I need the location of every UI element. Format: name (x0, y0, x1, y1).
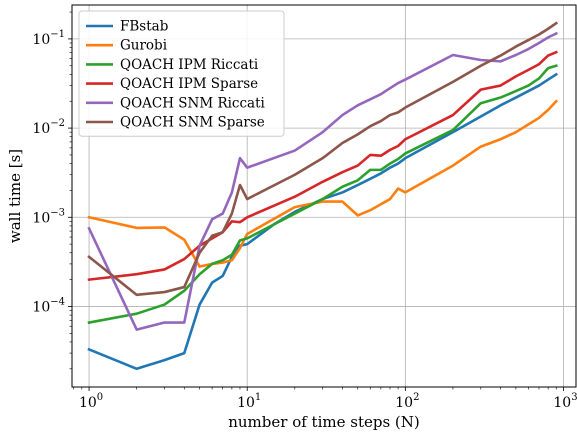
series-line-qoach-snm-riccati (87, 31, 558, 331)
series-lines (87, 21, 559, 371)
legend-items: FBstab Gurobi QOACH IPM Riccati QOACH IPM S… (86, 19, 266, 131)
y-tick-label: 10−4 (32, 296, 65, 315)
x-tick-label: 102 (395, 392, 419, 411)
x-tick-label: 101 (237, 392, 261, 411)
series-line-qoach-snm-sparse (87, 21, 559, 297)
legend-label-qoach-ipm-sparse: QOACH IPM Sparse (120, 76, 258, 92)
legend-label-qoach-snm-riccati: QOACH SNM Riccati (120, 95, 266, 111)
y-tick-label: 10−2 (32, 118, 65, 137)
plot-frame (71, 4, 577, 388)
y-tick-labels: 10−4 10−3 10−2 10−1 (32, 29, 65, 316)
legend: FBstab Gurobi QOACH IPM Riccati QOACH IPM S… (78, 10, 285, 137)
series-line-fbstab (87, 72, 559, 371)
series-line-gurobi (87, 99, 559, 268)
legend-label-gurobi: Gurobi (120, 38, 168, 54)
legend-label-qoach-snm-sparse: QOACH SNM Sparse (120, 115, 265, 131)
x-tick-label: 103 (553, 392, 577, 411)
major-ticks (68, 38, 564, 391)
x-tick-labels: 100 101 102 103 (79, 392, 577, 411)
series-line-qoach-ipm-riccati (87, 64, 558, 325)
x-axis-label: number of time steps (N) (228, 413, 420, 431)
y-axis-label: wall time [s] (6, 149, 24, 243)
x-tick-label: 100 (79, 392, 103, 411)
y-tick-label: 10−1 (32, 29, 65, 48)
legend-label-qoach-ipm-riccati: QOACH IPM Riccati (120, 57, 259, 73)
legend-box (78, 10, 285, 137)
y-tick-label: 10−3 (32, 207, 65, 226)
series-line-qoach-ipm-sparse (87, 50, 558, 282)
legend-label-fbstab: FBstab (120, 19, 168, 35)
